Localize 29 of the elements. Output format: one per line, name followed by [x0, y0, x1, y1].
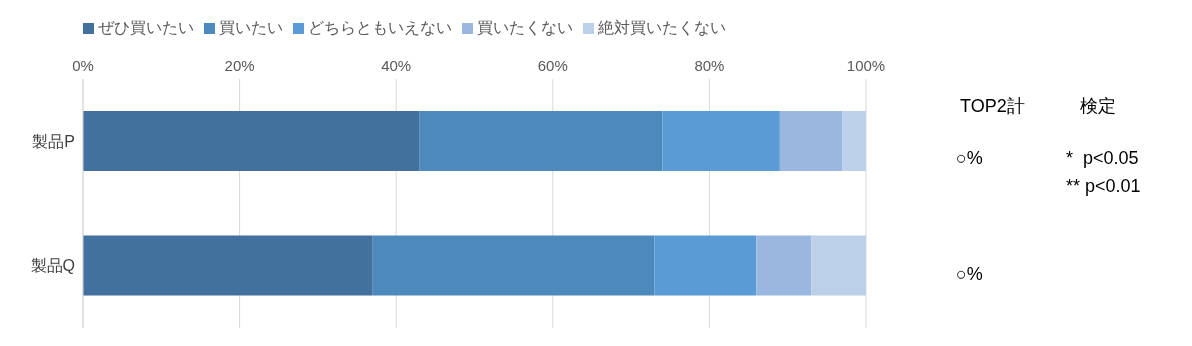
legend-label: ぜひ買いたい [98, 19, 194, 36]
bar [662, 111, 780, 171]
x-tick-label: 60% [537, 57, 568, 74]
text: TOP2計 [960, 95, 1025, 118]
bar [654, 235, 757, 296]
bar [842, 111, 866, 171]
y-tick-label: 製品P [32, 132, 75, 150]
bar [372, 235, 655, 296]
text: * p<0.05 [1066, 148, 1139, 169]
text: ** p<0.01 [1066, 176, 1141, 197]
legend-label: 絶対買いたくない [598, 19, 726, 36]
legend-label: 買いたくない [477, 19, 573, 36]
bar [419, 111, 663, 171]
y-tick-label: 製品Q [30, 257, 75, 275]
bar [811, 235, 866, 296]
bar [83, 111, 420, 171]
legend-label: 買いたい [219, 19, 283, 36]
x-tick-label: 100% [846, 57, 886, 74]
bar [779, 111, 843, 171]
x-tick-label: 80% [694, 57, 725, 74]
bar [756, 235, 812, 296]
x-tick-label: 0% [72, 57, 94, 74]
x-tick-label: 40% [381, 57, 412, 74]
x-tick-label: 20% [224, 57, 255, 74]
text: ○% [956, 148, 983, 169]
text: 検定 [1080, 95, 1116, 118]
legend-label: どちらともいえない [308, 19, 452, 36]
bar [83, 235, 373, 296]
text: ○% [956, 264, 983, 285]
